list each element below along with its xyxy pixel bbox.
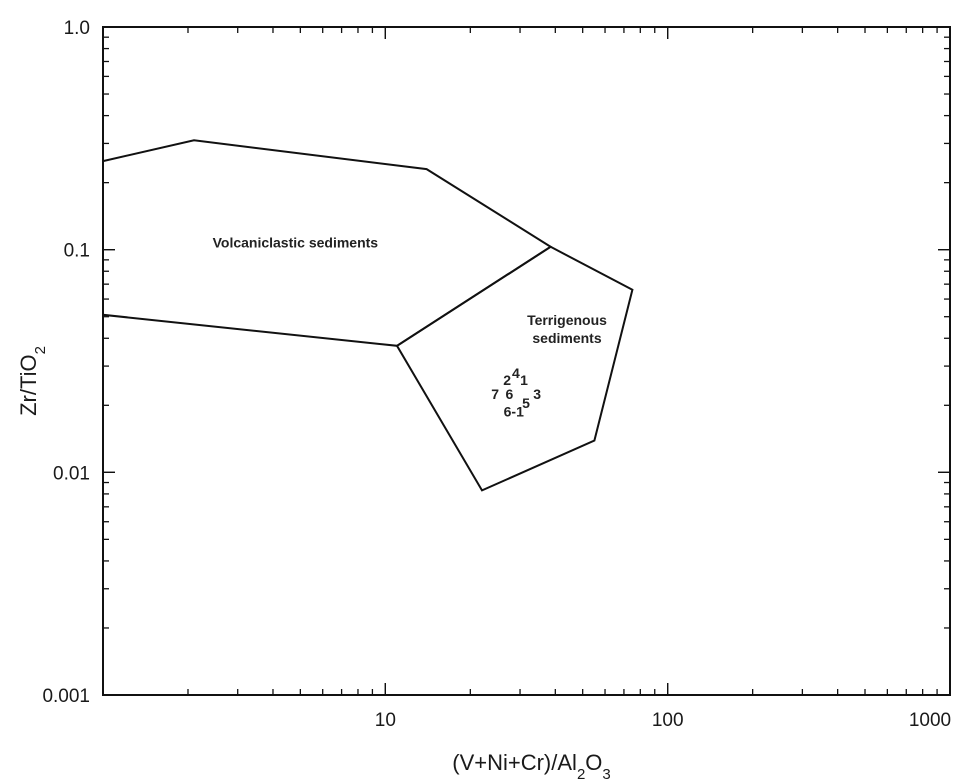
x-tick-label: 1000 [909, 710, 951, 731]
sample-point-label: 6-1 [504, 403, 524, 419]
y-tick-label: 0.001 [42, 686, 90, 707]
region-label-terrigenous-line: sediments [532, 330, 601, 346]
region-polygon-2 [395, 245, 634, 492]
y-axis-label: Zr/TiO2 [16, 346, 49, 416]
minor-ticks [103, 27, 950, 695]
x-tick-label: 100 [652, 710, 684, 731]
sample-point-label: 7 [491, 386, 499, 402]
sample-point-label: 3 [533, 386, 541, 402]
y-tick-label: 1.0 [64, 18, 90, 39]
region-labels: Volcaniclastic sediments Terrigenous sedim… [213, 235, 608, 346]
sample-point-label: 5 [522, 395, 530, 411]
y-tick-label: 0.1 [64, 241, 90, 262]
sample-point-label: 6 [505, 386, 513, 402]
region-label-terrigenous-line: Terrigenous [527, 312, 607, 328]
y-tick-labels: 1.0 0.1 0.01 0.001 [42, 18, 90, 707]
plot-frame [102, 26, 951, 696]
sample-point-label: 4 [512, 365, 520, 381]
sample-point-label: 1 [520, 372, 528, 388]
y-tick-label: 0.01 [53, 463, 90, 484]
sample-point-label: 2 [503, 372, 511, 388]
x-tick-labels: 10 100 1000 [375, 710, 951, 731]
x-tick-label: 10 [375, 710, 396, 731]
region-label-volcaniclastic: Volcaniclastic sediments [213, 235, 379, 251]
major-ticks [102, 26, 951, 696]
x-axis-label: (V+Ni+Cr)/Al2O3 [452, 750, 611, 781]
